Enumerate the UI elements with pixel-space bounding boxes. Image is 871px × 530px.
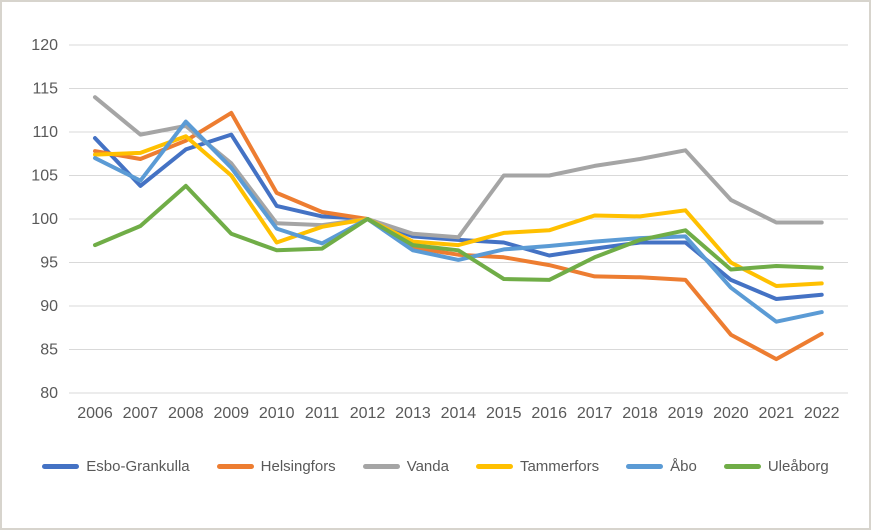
y-axis-tick-label: 105 [31, 168, 58, 185]
y-axis-tick-label: 85 [40, 342, 58, 359]
legend-label-tammerfors: Tammerfors [519, 458, 600, 475]
legend: Esbo-Grankulla Helsingfors Vanda Tammerfors… [2, 458, 869, 475]
x-axis-tick-label: 2015 [486, 405, 522, 422]
series-line-tammerfors [93, 134, 824, 288]
series-line-esbo-grankulla [93, 132, 824, 301]
legend-label-vanda: Vanda [406, 458, 449, 475]
x-axis-tick-label: 2012 [350, 405, 386, 422]
legend-marker-ule-borg [723, 464, 761, 469]
legend-item-ule-borg: Uleåborg [723, 458, 829, 475]
x-axis-tick-label: 2020 [713, 405, 749, 422]
y-axis-tick-label: 115 [32, 81, 58, 98]
x-axis-tick-label: 2010 [259, 405, 295, 422]
x-axis-tick-label: 2019 [668, 405, 704, 422]
y-axis-tick-label: 80 [40, 385, 58, 402]
series-line--bo [93, 119, 824, 324]
x-axis-tick-label: 2021 [759, 405, 795, 422]
x-axis-tick-label: 2014 [441, 405, 477, 422]
legend-label-ule-borg: Uleåborg [767, 458, 829, 475]
legend-marker--bo [626, 464, 664, 469]
legend-marker-tammerfors [475, 464, 513, 469]
legend-item--bo: Åbo [626, 458, 697, 475]
legend-label-helsingfors: Helsingfors [260, 458, 336, 475]
x-axis-tick-label: 2018 [622, 405, 658, 422]
legend-marker-vanda [362, 464, 400, 469]
plot-area: 120 115 110 105 100 95 90 85 80 2006 2007 2008 2009 2… [31, 37, 848, 422]
y-axis-tick-label: 95 [40, 255, 58, 272]
series-line-ule-borg [93, 183, 824, 282]
legend-item-esbo-grankulla: Esbo-Grankulla [42, 458, 190, 475]
legend-item-helsingfors: Helsingfors [216, 458, 336, 475]
x-axis-tick-label: 2013 [395, 405, 431, 422]
legend-item-vanda: Vanda [362, 458, 449, 475]
y-axis-tick-label: 120 [31, 37, 58, 54]
y-axis-tick-label: 110 [32, 124, 58, 141]
y-axis-tick-label: 90 [40, 298, 58, 315]
x-axis-tick-label: 2016 [531, 405, 567, 422]
x-axis-tick-label: 2009 [213, 405, 249, 422]
x-axis-tick-label: 2011 [305, 405, 340, 422]
series-line-vanda [93, 95, 824, 240]
series-line-helsingfors [93, 110, 824, 362]
x-axis-tick-label: 2017 [577, 405, 613, 422]
x-axis-tick-label: 2007 [123, 405, 159, 422]
legend-marker-esbo-grankulla [42, 464, 80, 469]
y-axis-tick-label: 100 [31, 211, 58, 228]
legend-item-tammerfors: Tammerfors [475, 458, 600, 475]
x-axis-tick-label: 2008 [168, 405, 204, 422]
x-axis-tick-label: 2022 [804, 405, 840, 422]
legend-label--bo: Åbo [670, 458, 697, 475]
x-axis-tick-label: 2006 [77, 405, 113, 422]
legend-label-esbo-grankulla: Esbo-Grankulla [86, 458, 190, 475]
legend-marker-helsingfors [216, 464, 254, 469]
